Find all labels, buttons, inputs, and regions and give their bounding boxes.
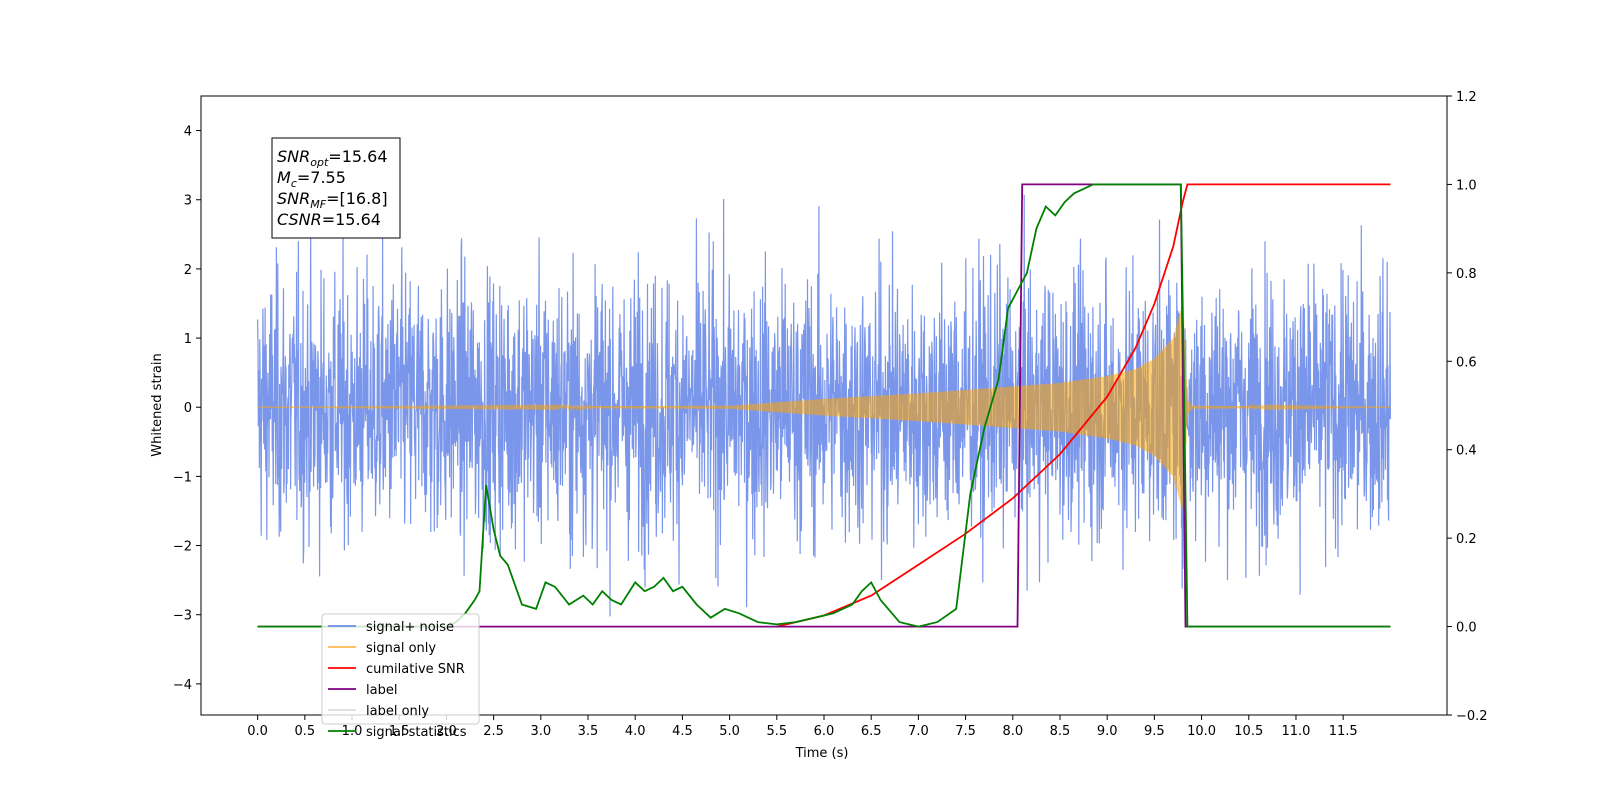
y-tick-label: 0 — [184, 401, 192, 416]
y-right-tick-label: 0.4 — [1456, 444, 1477, 459]
x-tick-label: 9.5 — [1144, 724, 1165, 739]
signal-only-line — [257, 303, 1391, 509]
signal-noise-line — [257, 194, 1391, 617]
x-tick-label: 4.5 — [672, 724, 693, 739]
x-tick-label: 9.0 — [1097, 724, 1118, 739]
x-tick-label: 6.0 — [814, 724, 835, 739]
annotation-box: SNRopt=15.64Mc=7.55SNRMF=[16.8]CSNR=15.6… — [271, 137, 401, 239]
x-tick-label: 8.0 — [1002, 724, 1023, 739]
x-tick-label: 11.0 — [1281, 724, 1310, 739]
x-tick-label: 1.5 — [389, 724, 410, 739]
y-right-tick-label: 1.0 — [1456, 178, 1477, 193]
y-axis-left: −4 −3 −2 −1 0 1 2 3 4 — [173, 125, 201, 693]
y-tick-label: 1 — [184, 332, 192, 347]
x-tick-label: 7.0 — [908, 724, 929, 739]
annotation-line: SNRopt=15.64 — [277, 147, 388, 169]
legend-frame — [321, 613, 480, 725]
signal-statistics-line — [257, 183, 1391, 628]
legend-label: signal statistics — [366, 725, 467, 740]
x-tick-label: 0.0 — [247, 724, 268, 739]
annotation-line: CSNR=15.64 — [277, 210, 381, 229]
x-tick-label: 10.0 — [1187, 724, 1216, 739]
legend-label: label — [366, 683, 397, 698]
y-tick-label: 3 — [184, 194, 192, 209]
annotation-line: Mc=7.55 — [277, 168, 346, 190]
x-tick-label: 0.5 — [294, 724, 315, 739]
y-tick-label: −2 — [173, 540, 192, 555]
x-tick-label: 8.5 — [1050, 724, 1071, 739]
y-tick-label: 2 — [184, 263, 192, 278]
series-lines — [257, 183, 1391, 628]
y-axis-right: −0.2 0.0 0.2 0.4 0.6 0.8 1.0 1.2 — [1447, 90, 1488, 724]
x-tick-label: 4.0 — [625, 724, 646, 739]
x-axis: 0.0 0.5 1.0 1.5 2.0 2.5 3.0 3.5 4.0 4.5 5.0 5.5 6.0 6… — [247, 715, 1358, 739]
x-tick-label: 10.5 — [1234, 724, 1263, 739]
legend-label: signal only — [366, 641, 436, 656]
x-tick-label: 11.5 — [1329, 724, 1358, 739]
y-tick-label: −3 — [173, 609, 192, 624]
y-right-tick-label: 0.2 — [1456, 532, 1477, 547]
y-right-tick-label: 0.0 — [1456, 621, 1477, 636]
annotation-line: SNRMF=[16.8] — [277, 189, 388, 211]
x-tick-label: 7.5 — [955, 724, 976, 739]
x-tick-label: 3.0 — [530, 724, 551, 739]
y-right-tick-label: 1.2 — [1456, 90, 1477, 105]
x-axis-label: Time (s) — [795, 746, 849, 761]
y-right-tick-label: −0.2 — [1456, 709, 1488, 724]
x-tick-label: 5.0 — [719, 724, 740, 739]
legend-label: label only — [366, 704, 429, 719]
x-tick-label: 5.5 — [766, 724, 787, 739]
y-right-tick-label: 0.6 — [1456, 355, 1477, 370]
annotation-frame — [271, 137, 401, 239]
x-tick-label: 6.5 — [861, 724, 882, 739]
y-tick-label: −4 — [173, 678, 192, 693]
signal-noise-series — [257, 194, 1391, 617]
signal-only-series — [257, 303, 1391, 509]
y-tick-label: 4 — [184, 125, 192, 140]
x-tick-label: 3.5 — [578, 724, 599, 739]
legend-label: cumilative SNR — [366, 662, 465, 677]
legend-label: signal+ noise — [366, 620, 454, 635]
x-tick-label: 2.0 — [436, 724, 457, 739]
legend: signal+ noise signal only cumilative SNR la… — [321, 613, 480, 740]
y-tick-label: −1 — [173, 470, 192, 485]
x-tick-label: 2.5 — [483, 724, 504, 739]
y-axis-label: Whitened strain — [150, 353, 165, 456]
y-right-tick-label: 0.8 — [1456, 267, 1477, 282]
